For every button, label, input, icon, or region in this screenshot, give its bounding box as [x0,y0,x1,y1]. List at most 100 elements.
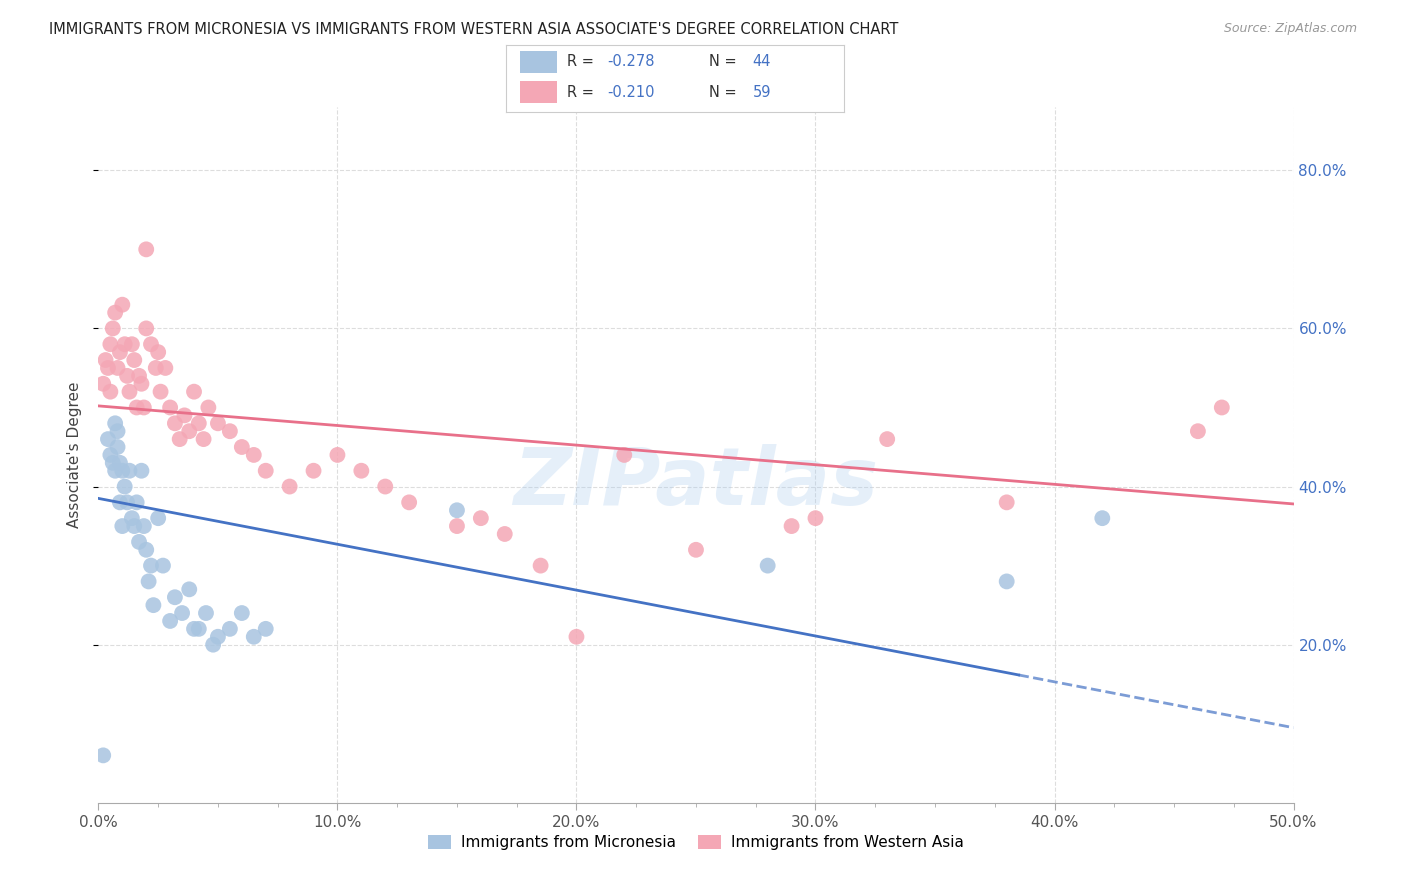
Point [91,748,114,763]
Point [124,519,146,533]
Point [118,464,141,478]
Text: R =: R = [567,85,599,100]
Point [118,384,141,399]
Point [142,598,165,612]
Text: IMMIGRANTS FROM MICRONESIA VS IMMIGRANTS FROM WESTERN ASIA ASSOCIATE'S DEGREE CO: IMMIGRANTS FROM MICRONESIA VS IMMIGRANTS… [49,22,898,37]
Point [187,622,209,636]
Point [254,464,277,478]
Point [98,337,122,351]
Point [132,519,155,533]
Point [193,432,215,446]
Point [97,432,120,446]
Point [207,630,229,644]
Point [163,591,186,605]
Point [101,456,124,470]
Point [231,606,253,620]
Point [163,417,186,431]
Point [108,495,131,509]
Point [135,542,157,557]
Text: Source: ZipAtlas.com: Source: ZipAtlas.com [1223,22,1357,36]
Point [302,464,325,478]
Text: 44: 44 [752,54,770,70]
Point [446,519,468,533]
Point [138,574,160,589]
Legend: Immigrants from Micronesia, Immigrants from Western Asia: Immigrants from Micronesia, Immigrants f… [420,828,972,858]
Point [565,630,588,644]
Point [152,558,174,573]
Point [183,622,205,636]
Text: -0.210: -0.210 [607,85,655,100]
Point [243,448,266,462]
Text: N =: N = [709,85,741,100]
Point [219,424,242,438]
Point [107,424,129,438]
Point [494,527,516,541]
FancyBboxPatch shape [520,51,557,73]
Point [374,479,396,493]
Point [613,448,636,462]
Point [195,606,218,620]
Point [108,456,131,470]
Point [470,511,492,525]
Point [111,519,134,533]
Point [108,345,131,359]
Point [398,495,420,509]
Point [179,424,201,438]
Point [97,360,120,375]
Text: 59: 59 [752,85,770,100]
Point [155,360,177,375]
Point [685,542,707,557]
Point [135,321,157,335]
Text: -0.278: -0.278 [607,54,655,70]
Point [101,321,124,335]
Point [187,417,209,431]
Point [145,360,167,375]
Point [207,417,229,431]
Point [254,622,277,636]
Point [278,479,301,493]
Point [876,432,898,446]
Point [107,440,129,454]
Point [179,582,201,597]
Point [128,368,150,383]
Text: N =: N = [709,54,741,70]
Point [995,574,1018,589]
Point [202,638,225,652]
Point [197,401,219,415]
Point [124,353,146,368]
Point [149,384,172,399]
Point [350,464,373,478]
Point [107,360,129,375]
Point [125,401,148,415]
Point [139,558,162,573]
Point [91,376,114,391]
Point [121,511,143,525]
Point [104,417,127,431]
Point [111,464,134,478]
Point [219,622,242,636]
Point [128,534,150,549]
Point [98,448,122,462]
Point [446,503,468,517]
Point [183,384,205,399]
Point [131,376,153,391]
Point [231,440,253,454]
Text: ZIPatlas: ZIPatlas [513,443,879,522]
Point [1211,401,1233,415]
Point [148,345,170,359]
Point [756,558,779,573]
Text: R =: R = [567,54,599,70]
FancyBboxPatch shape [520,81,557,103]
Point [131,464,153,478]
Point [1187,424,1209,438]
Point [159,614,181,628]
Point [104,464,127,478]
Point [173,409,195,423]
Point [530,558,553,573]
Point [139,337,162,351]
Point [121,337,143,351]
Point [995,495,1018,509]
Point [104,305,127,319]
Point [159,401,181,415]
Point [115,495,138,509]
